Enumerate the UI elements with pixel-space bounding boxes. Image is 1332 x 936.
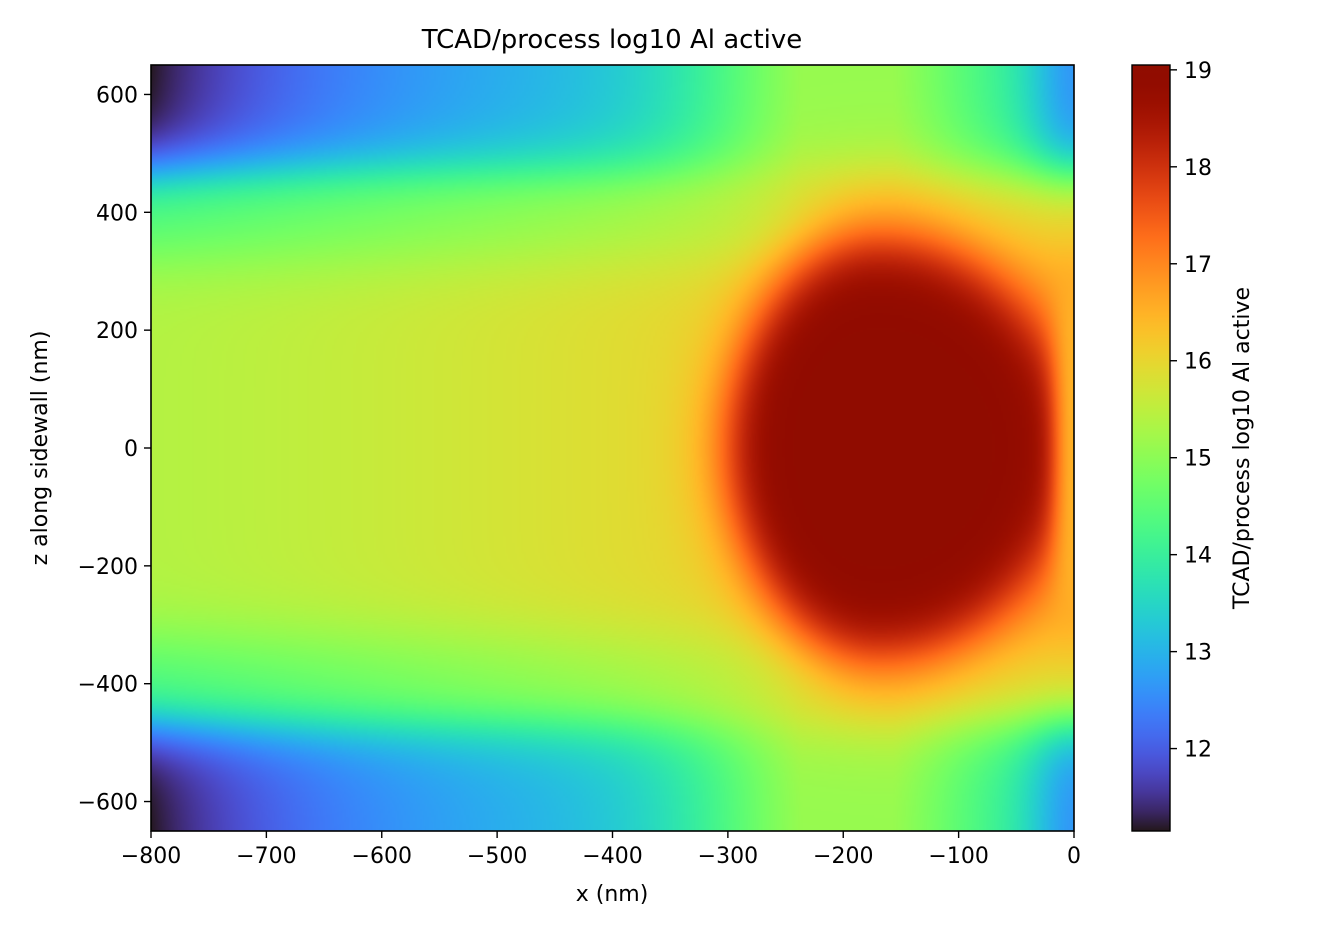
colorbar-tick-label: 12 bbox=[1184, 738, 1212, 763]
y-axis-label: z along sidewall (nm) bbox=[28, 331, 53, 566]
x-tick-label: −300 bbox=[698, 844, 758, 869]
colorbar-tick-label: 15 bbox=[1184, 447, 1212, 472]
y-axis-ticks: 600 400 200 0 −200 −400 −600 bbox=[78, 83, 151, 816]
x-tick-label: −100 bbox=[928, 844, 988, 869]
x-axis-label: x (nm) bbox=[576, 882, 649, 907]
colorbar-ticks: 12 13 14 15 16 17 18 19 bbox=[1170, 59, 1212, 763]
colorbar-tick-label: 18 bbox=[1184, 156, 1212, 181]
x-axis-ticks: −800 −700 −600 −500 −400 −300 −200 −100 0 bbox=[121, 831, 1081, 869]
colorbar-tick-label: 13 bbox=[1184, 641, 1212, 666]
x-tick-label: −800 bbox=[121, 844, 181, 869]
x-tick-label: −700 bbox=[236, 844, 296, 869]
y-tick-label: 600 bbox=[96, 83, 138, 108]
y-tick-label: −600 bbox=[78, 791, 138, 816]
colorbar-tick-label: 19 bbox=[1184, 59, 1212, 84]
colorbar-tick-label: 14 bbox=[1184, 544, 1212, 569]
y-tick-label: 200 bbox=[96, 319, 138, 344]
x-tick-label: 0 bbox=[1067, 844, 1081, 869]
chart-title: TCAD/process log10 Al active bbox=[421, 25, 803, 55]
x-tick-label: −600 bbox=[352, 844, 412, 869]
x-tick-label: −500 bbox=[467, 844, 527, 869]
colorbar-label: TCAD/process log10 Al active bbox=[1230, 287, 1255, 610]
y-tick-label: −200 bbox=[78, 555, 138, 580]
x-tick-label: −200 bbox=[813, 844, 873, 869]
y-tick-label: 400 bbox=[96, 201, 138, 226]
y-tick-label: 0 bbox=[124, 437, 138, 462]
colorbar-tick-label: 17 bbox=[1184, 253, 1212, 278]
x-tick-label: −400 bbox=[582, 844, 642, 869]
heatmap-image bbox=[151, 65, 1074, 831]
colorbar bbox=[1131, 64, 1171, 832]
colorbar-tick-label: 16 bbox=[1184, 350, 1212, 375]
y-tick-label: −400 bbox=[78, 673, 138, 698]
